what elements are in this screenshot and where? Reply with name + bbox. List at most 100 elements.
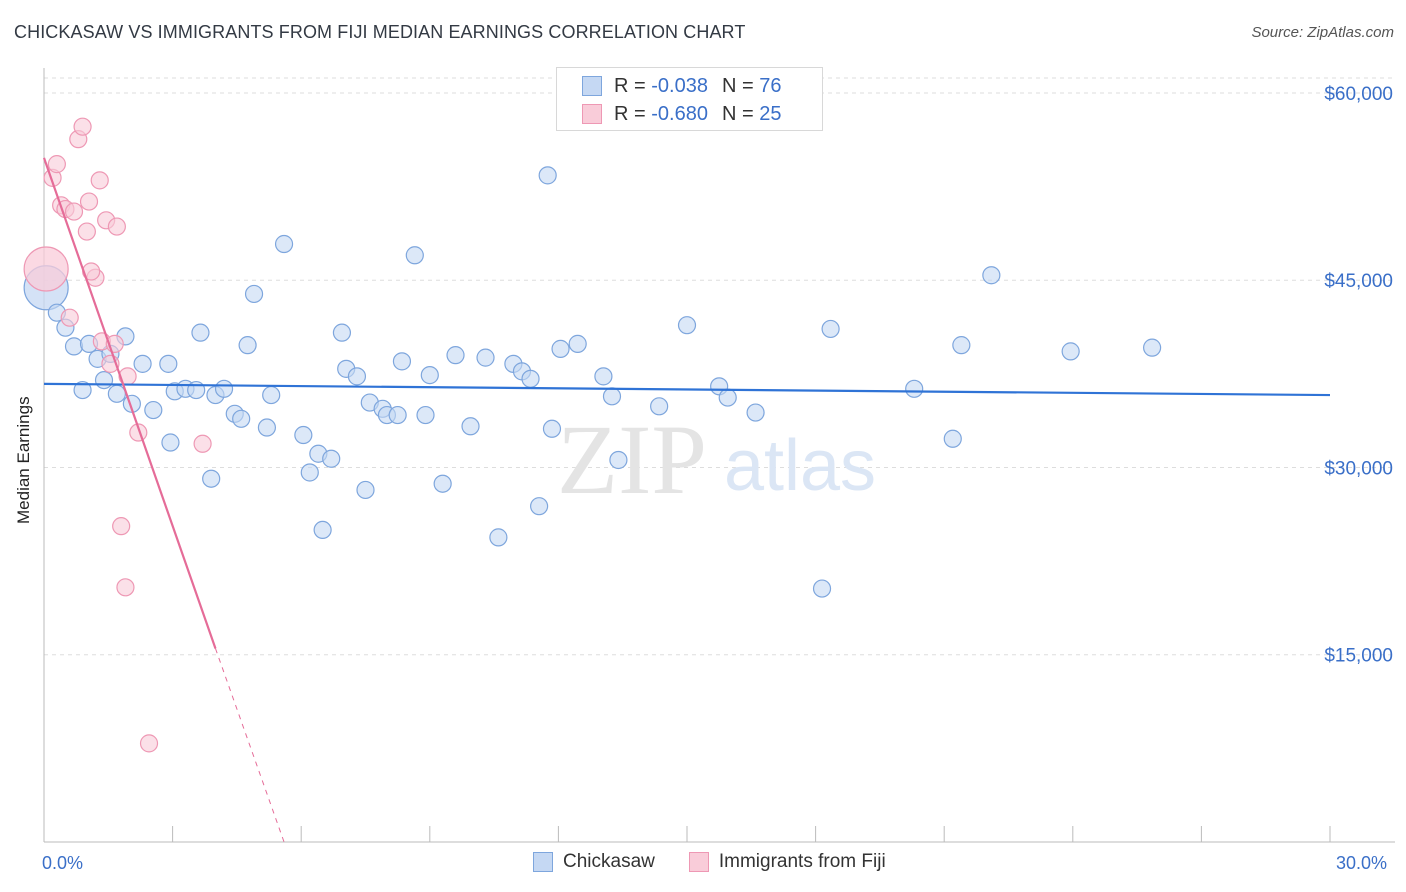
chickasaw-point <box>551 339 570 358</box>
fiji-point <box>107 217 126 236</box>
chickasaw-point <box>191 323 210 342</box>
legend-n-label: N = <box>721 74 754 97</box>
fiji-point <box>73 117 92 136</box>
fiji-point <box>23 246 69 292</box>
legend-r-value: -0.680 <box>651 102 708 125</box>
chickasaw-point <box>392 352 412 371</box>
legend-row-fiji: R = -0.680 N = 25 <box>582 102 781 126</box>
legend-n-value: 76 <box>759 74 782 97</box>
chickasaw-point <box>388 405 407 425</box>
watermark-atlas: atlas <box>724 426 876 506</box>
fiji-point <box>77 222 96 241</box>
chickasaw-point <box>521 369 540 388</box>
chickasaw-point <box>405 246 424 265</box>
chickasaw-point <box>677 316 697 335</box>
chickasaw-point <box>530 497 549 516</box>
fiji-point <box>90 171 109 190</box>
fiji-point <box>139 734 159 753</box>
chickasaw-point <box>322 449 341 468</box>
series-legend: Chickasaw Immigrants from Fiji <box>533 851 920 873</box>
chickasaw-point <box>94 370 114 390</box>
chickasaw-point <box>161 433 180 452</box>
chickasaw-point <box>356 480 375 500</box>
fiji-point <box>64 202 84 221</box>
chickasaw-point <box>133 354 152 373</box>
chickasaw-point <box>262 385 281 405</box>
chickasaw-point <box>538 166 557 185</box>
watermark-zip: ZIP <box>557 404 707 515</box>
chickasaw-point <box>313 520 332 540</box>
chickasaw-point <box>416 405 435 425</box>
chickasaw-point <box>446 346 465 365</box>
chickasaw-point <box>609 450 628 470</box>
chickasaw-point <box>159 354 178 373</box>
chickasaw-point <box>202 469 221 488</box>
legend-r-value: -0.038 <box>651 74 708 97</box>
fiji-point <box>116 578 135 597</box>
legend-row-chickasaw: R = -0.038 N = 76 <box>582 74 781 98</box>
legend-r-label: R = <box>614 102 646 125</box>
chickasaw-point <box>650 397 669 416</box>
chickasaw-point <box>274 234 294 254</box>
chickasaw-point <box>461 417 480 436</box>
chickasaw-point <box>64 337 84 356</box>
legend-n-value: 25 <box>759 102 782 125</box>
chickasaw-point <box>232 409 251 428</box>
chickasaw-point <box>905 379 924 398</box>
chickasaw-point <box>300 463 319 482</box>
legend-item-chickasaw[interactable]: Chickasaw <box>533 851 655 873</box>
legend-item-fiji[interactable]: Immigrants from Fiji <box>688 851 886 873</box>
fiji-point <box>112 517 131 536</box>
chickasaw-point <box>489 528 508 547</box>
x-tick-label-max: 30.0% <box>1336 853 1388 873</box>
chickasaw-point <box>568 334 587 353</box>
legend-swatch-blue <box>533 852 553 872</box>
legend-label-fiji: Immigrants from Fiji <box>718 851 886 872</box>
chickasaw-point <box>542 419 562 438</box>
fiji-point <box>193 434 212 453</box>
chickasaw-point <box>982 266 1001 285</box>
chickasaw-point <box>347 367 367 386</box>
fiji-trend-line <box>42 157 217 649</box>
chickasaw-point <box>257 418 277 437</box>
chickasaw-point <box>107 384 126 403</box>
chickasaw-point <box>1143 338 1162 357</box>
x-tick-label-min: 0.0% <box>42 853 84 873</box>
chickasaw-point <box>244 284 264 304</box>
chickasaw-point <box>144 400 163 420</box>
chickasaw-point <box>812 579 832 598</box>
chickasaw-point <box>602 387 622 406</box>
fiji-trend-extension <box>214 648 285 843</box>
legend-swatch-pink <box>582 104 602 124</box>
legend-swatch-pink <box>688 852 709 872</box>
chart-title: CHICKASAW VS IMMIGRANTS FROM FIJI MEDIAN… <box>14 22 746 42</box>
chickasaw-point <box>746 403 765 422</box>
y-tick-label: $60,000 <box>1324 84 1393 105</box>
chickasaw-point <box>476 348 495 367</box>
chickasaw-point <box>420 366 439 385</box>
legend-label-chickasaw: Chickasaw <box>563 851 655 872</box>
chickasaw-point <box>952 336 971 355</box>
chickasaw-point <box>214 379 234 398</box>
legend-n-label: N = <box>721 102 754 125</box>
fiji-point <box>79 192 99 211</box>
chickasaw-point <box>821 319 840 339</box>
y-tick-label: $45,000 <box>1324 271 1393 292</box>
fiji-point <box>47 155 66 174</box>
chickasaw-trend-line <box>43 382 1331 397</box>
chickasaw-point <box>238 336 257 355</box>
chickasaw-point <box>294 425 313 445</box>
source-attribution: Source: ZipAtlas.com <box>1251 24 1394 41</box>
chickasaw-point <box>943 429 962 448</box>
legend-r-label: R = <box>614 74 646 97</box>
chickasaw-point <box>594 367 613 386</box>
chickasaw-point <box>332 323 352 342</box>
chickasaw-point <box>433 474 452 493</box>
chickasaw-point <box>1061 342 1080 361</box>
chickasaw-point <box>718 388 737 407</box>
fiji-point <box>60 308 79 327</box>
y-axis-label: Median Earnings <box>14 396 33 524</box>
y-tick-label: $15,000 <box>1324 646 1393 667</box>
y-tick-label: $30,000 <box>1324 458 1393 479</box>
